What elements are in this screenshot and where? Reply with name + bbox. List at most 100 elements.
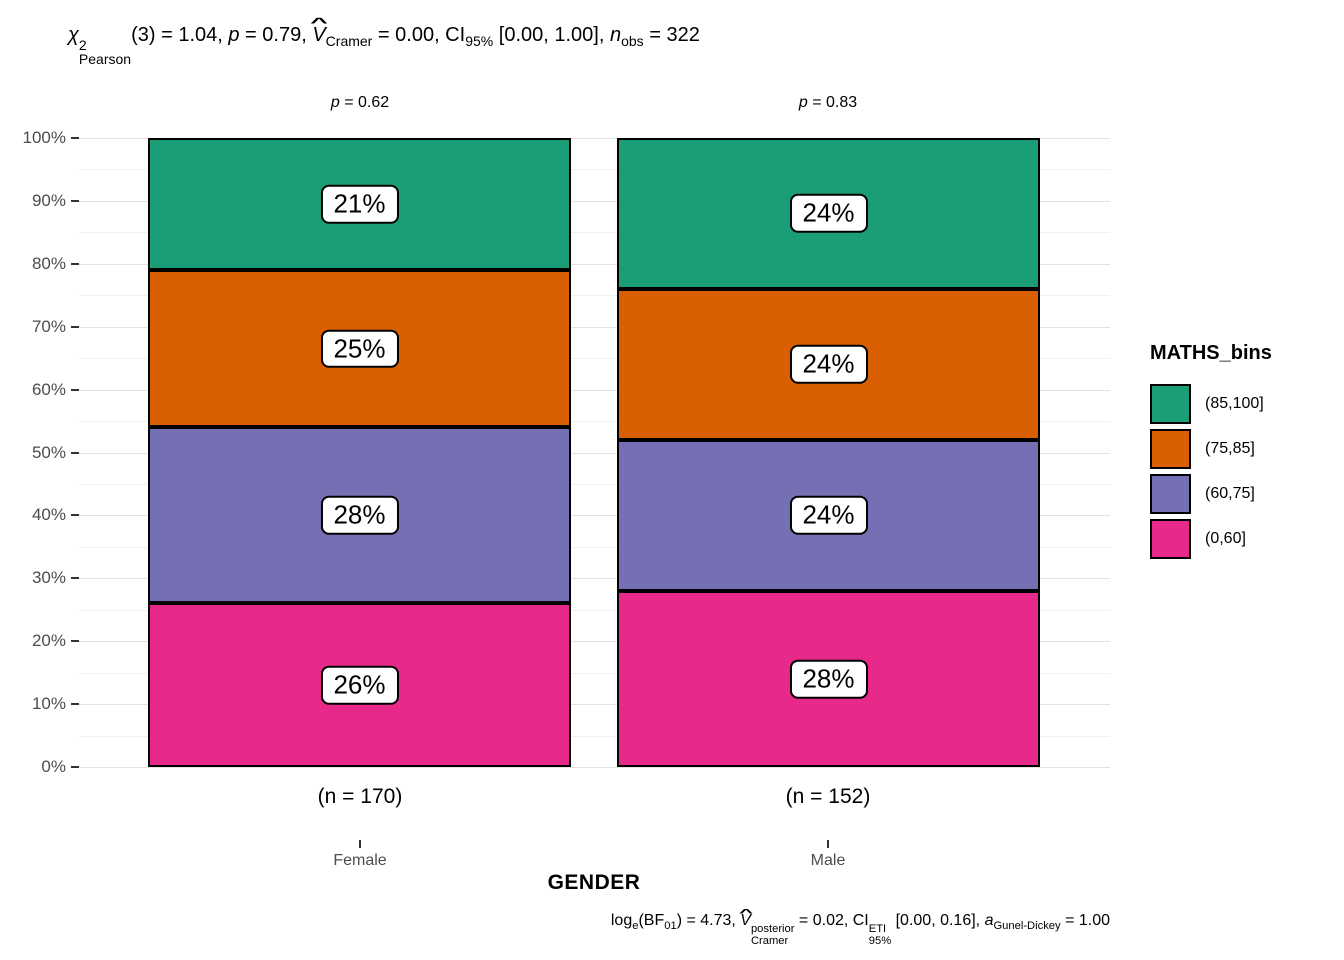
y-axis-tick-mark	[71, 262, 79, 265]
legend-item: (0,60]	[1150, 519, 1272, 559]
percentage-label: 24%	[789, 194, 868, 233]
legend-title: MATHS_bins	[1150, 342, 1272, 364]
v-sup-sub: posterior Cramer	[750, 922, 795, 947]
gridline	[79, 358, 1110, 360]
n-symbol: n	[609, 24, 622, 46]
segment-female-0-60: 26%	[148, 603, 571, 767]
plot-panel	[79, 138, 1110, 768]
y-axis-tick-mark	[71, 640, 79, 643]
ci-sub: 95%	[465, 33, 494, 49]
y-axis-tick-mark	[71, 325, 79, 328]
segment-female-75-85: 25%	[148, 270, 571, 428]
v-cramer-symbol: ^ V	[310, 17, 329, 46]
legend-key-60-75	[1150, 474, 1191, 514]
v-cramer-posterior-symbol: ^ V	[738, 906, 753, 929]
hat-accent: ^	[310, 17, 329, 31]
segment-female-85-100: 21%	[148, 138, 571, 271]
bar-male: 24% 24% 24% 28%	[617, 138, 1040, 767]
y-tick-label: 70%	[31, 316, 66, 336]
x-tick-label-male: Male	[810, 852, 846, 869]
stat-text: [0.00, 1.00],	[493, 24, 610, 46]
y-axis-tick-mark	[71, 451, 79, 454]
y-axis-tick-mark	[71, 703, 79, 706]
percentage-label: 24%	[789, 496, 868, 535]
gridline	[79, 200, 1110, 202]
y-tick-label: 20%	[31, 631, 66, 651]
gridline	[79, 138, 1110, 139]
legend: MATHS_bins (85,100] (75,85] (60,75] (0,6…	[1150, 342, 1272, 564]
stat-text: log	[610, 912, 633, 929]
gridline	[79, 672, 1110, 674]
stat-text: = 0.79,	[239, 24, 313, 46]
stat-text: = 0.02, CI	[794, 912, 869, 929]
y-axis-tick-mark	[71, 199, 79, 202]
gridline	[79, 263, 1110, 265]
gridline	[79, 169, 1110, 171]
y-tick-label: 10%	[31, 694, 66, 714]
gridline	[79, 326, 1110, 328]
v-sub: Cramer	[325, 33, 373, 49]
segment-male-75-85: 24%	[617, 288, 1040, 440]
percentage-label: 28%	[320, 496, 399, 535]
x-tick-male	[827, 840, 829, 848]
percentage-label: 28%	[789, 659, 868, 699]
gridline	[79, 546, 1110, 548]
y-tick-label: 100%	[22, 128, 66, 147]
y-tick-label: 0%	[41, 757, 66, 776]
gridline	[79, 767, 1110, 768]
y-axis-tick-mark	[71, 137, 79, 139]
percentage-label: 24%	[789, 345, 868, 384]
legend-label-0-60: (0,60]	[1205, 530, 1246, 547]
gridline	[79, 389, 1110, 391]
legend-label-75-85: (75,85]	[1205, 440, 1255, 457]
legend-item: (85,100]	[1150, 384, 1272, 424]
legend-key-85-100	[1150, 384, 1191, 424]
legend-label-85-100: (85,100]	[1205, 395, 1264, 412]
legend-label-60-75: (60,75]	[1205, 485, 1255, 502]
legend-key-0-60	[1150, 519, 1191, 559]
gridline	[79, 735, 1110, 737]
gridline	[79, 515, 1110, 517]
chi-sup-sub: 2 Pearson	[78, 36, 132, 68]
stat-text: = 322	[643, 24, 700, 46]
gridline	[79, 295, 1110, 297]
x-tick-label-female: Female	[333, 852, 387, 869]
legend-item: (60,75]	[1150, 474, 1272, 514]
percentage-label: 26%	[320, 665, 399, 705]
stat-text: = 0.00, CI	[372, 24, 466, 46]
y-axis-tick-mark	[71, 766, 79, 768]
sample-size-male: (n = 152)	[785, 785, 871, 808]
legend-key-75-85	[1150, 429, 1191, 469]
y-axis-tick-mark	[71, 514, 79, 517]
gridline	[79, 641, 1110, 643]
bf-sub: 01	[664, 920, 677, 933]
y-tick-label: 60%	[31, 379, 66, 399]
y-axis-labels: 100% 90% 80% 70% 60% 50% 40% 30% 20% 10%…	[0, 128, 66, 776]
percentage-label: 25%	[320, 329, 399, 368]
y-axis-ticks	[71, 137, 79, 768]
gridline	[79, 578, 1110, 580]
p-symbol: p	[228, 24, 240, 46]
gridline	[79, 452, 1110, 454]
hat-accent: ^	[738, 906, 753, 919]
segment-male-60-75: 24%	[617, 439, 1040, 591]
sample-size-female: (n = 170)	[317, 785, 403, 808]
gridline	[79, 609, 1110, 611]
y-tick-label: 30%	[31, 568, 66, 588]
gridline	[79, 704, 1110, 706]
gridline	[79, 232, 1110, 234]
percentage-label: 21%	[320, 184, 399, 224]
stat-text: = 1.00	[1060, 912, 1110, 929]
chi-symbol: χ	[68, 24, 79, 46]
stat-text: (BF	[638, 912, 665, 929]
proportion-test-p-female: p = 0.62	[330, 94, 390, 111]
stats-subtitle: χ 2 Pearson (3) = 1.04, p = 0.79, ^ VCramer …	[68, 17, 700, 68]
x-axis-title: GENDER	[547, 871, 641, 894]
x-tick-female	[359, 840, 361, 848]
stat-text: (3) = 1.04,	[131, 24, 229, 46]
log-sub: e	[632, 920, 639, 933]
a-symbol: a	[984, 912, 994, 929]
y-tick-label: 80%	[31, 253, 66, 273]
